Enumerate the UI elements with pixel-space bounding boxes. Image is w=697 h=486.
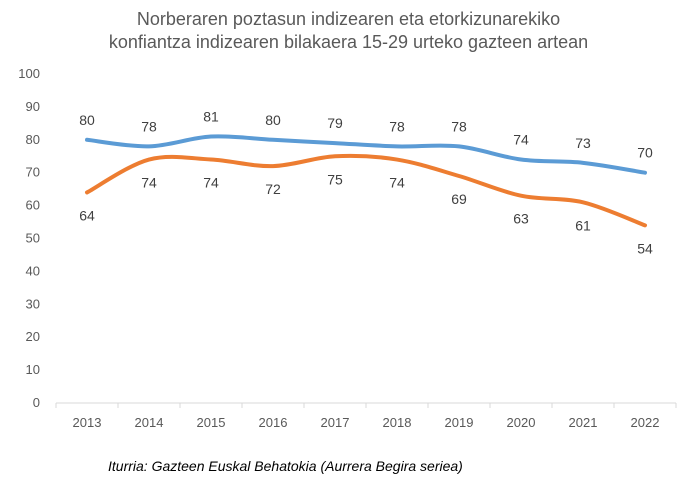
- y-tick-label: 20: [26, 329, 40, 344]
- x-tick-label: 2014: [135, 415, 164, 430]
- series-2-data-label: 54: [637, 240, 653, 256]
- source-note: Iturria: Gazteen Euskal Behatokia (Aurre…: [108, 458, 463, 474]
- y-tick-label: 50: [26, 231, 40, 246]
- y-tick-label: 100: [18, 66, 40, 81]
- x-axis-tick-marks: [55, 403, 677, 408]
- series-2-line: [85, 153, 647, 228]
- y-tick-label: 60: [26, 198, 40, 213]
- series-2-data-label: 64: [79, 207, 95, 223]
- series-1-data-label: 73: [575, 135, 591, 151]
- data-labels: 80 78 81 80 79 78 78 74 73 70 64 74 74 72 75 74 69 63 61 54: [79, 109, 653, 257]
- series-2-data-label: 74: [389, 175, 405, 191]
- series-lines: [85, 134, 647, 228]
- series-2-data-label: 69: [451, 191, 467, 207]
- chart-title: Norberaren poztasun indizearen eta etork…: [0, 8, 697, 54]
- chart-title-line-1: Norberaren poztasun indizearen eta etork…: [136, 9, 561, 29]
- series-1-data-label: 81: [203, 109, 219, 125]
- y-tick-label: 10: [26, 362, 40, 377]
- y-tick-label: 90: [26, 99, 40, 114]
- x-tick-label: 2022: [631, 415, 660, 430]
- chart-title-line-2: konfiantza indizearen bilakaera 15-29 ur…: [108, 32, 589, 52]
- y-axis-tick-labels: 0 10 20 30 40 50 60 70 80 90 100: [18, 66, 40, 410]
- series-1-data-label: 79: [327, 115, 343, 131]
- series-1-data-label: 78: [141, 118, 157, 134]
- y-tick-label: 0: [33, 395, 40, 410]
- series-2-data-label: 72: [265, 181, 281, 197]
- series-1-data-label: 78: [451, 118, 467, 134]
- series-1-line: [85, 134, 647, 175]
- x-tick-label: 2018: [383, 415, 412, 430]
- y-tick-label: 30: [26, 296, 40, 311]
- series-2-data-label: 75: [327, 171, 343, 187]
- series-1-data-label: 80: [265, 112, 281, 128]
- x-tick-label: 2019: [445, 415, 474, 430]
- x-axis-tick-labels: 2013 2014 2015 2016 2017 2018 2019 2020 2021 2022: [73, 415, 660, 430]
- y-tick-label: 40: [26, 263, 40, 278]
- series-2-data-label: 74: [141, 175, 157, 191]
- x-tick-label: 2017: [321, 415, 350, 430]
- series-1-data-label: 80: [79, 112, 95, 128]
- x-tick-label: 2021: [569, 415, 598, 430]
- series-2-data-label: 74: [203, 175, 219, 191]
- series-2-data-label: 61: [575, 217, 591, 233]
- series-1-data-label: 78: [389, 118, 405, 134]
- series-1-data-label: 74: [513, 132, 529, 148]
- y-tick-label: 80: [26, 132, 40, 147]
- x-tick-label: 2016: [259, 415, 288, 430]
- series-2-data-label: 63: [513, 211, 529, 227]
- series-1-data-label: 70: [637, 145, 653, 161]
- x-tick-label: 2013: [73, 415, 102, 430]
- x-tick-label: 2020: [507, 415, 536, 430]
- y-tick-label: 70: [26, 165, 40, 180]
- x-tick-label: 2015: [197, 415, 226, 430]
